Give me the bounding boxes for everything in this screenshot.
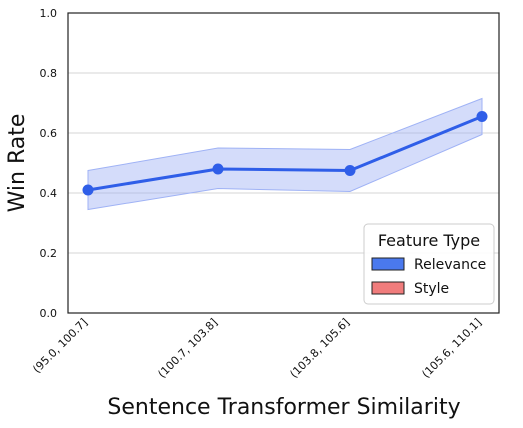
x-tick-label: (100.7, 103.8]: [155, 316, 220, 381]
legend-label-style: Style: [414, 281, 449, 297]
x-tick-label: (103.8, 105.6]: [287, 316, 352, 381]
legend: Feature Type Relevance Style: [363, 223, 495, 305]
plot-frame: [67, 12, 500, 314]
series-line-relevance: [87, 115, 483, 192]
y-tick-label: 0.8: [40, 67, 58, 80]
confidence-band-group: [87, 97, 483, 211]
confidence-band: [87, 97, 483, 211]
legend-title: Feature Type: [378, 231, 480, 250]
series-group: [82, 111, 488, 196]
x-tick-label: (95.0, 100.7]: [30, 316, 90, 376]
data-point: [344, 165, 356, 176]
data-point: [212, 163, 224, 175]
data-point: [82, 184, 94, 196]
data-point: [476, 111, 488, 122]
legend-label-relevance: Relevance: [414, 257, 486, 273]
y-tick-label: 0.0: [40, 307, 58, 320]
legend-swatch-style: [371, 281, 405, 295]
x-axis-ticks: (95.0, 100.7] (100.7, 103.8] (103.8, 105.6…: [30, 316, 484, 381]
y-axis-ticks: 0.0 0.2 0.4 0.6 0.8 1.0: [40, 7, 58, 320]
y-tick-label: 1.0: [40, 7, 58, 20]
y-tick-label: 0.6: [40, 127, 58, 140]
y-tick-label: 0.4: [40, 187, 58, 200]
legend-swatch-relevance: [371, 257, 405, 271]
y-axis-title: Win Rate: [5, 114, 30, 213]
x-axis-title: Sentence Transformer Similarity: [107, 395, 460, 420]
x-tick-label: (105.6, 110.1]: [419, 316, 484, 381]
y-tick-label: 0.2: [40, 247, 58, 260]
